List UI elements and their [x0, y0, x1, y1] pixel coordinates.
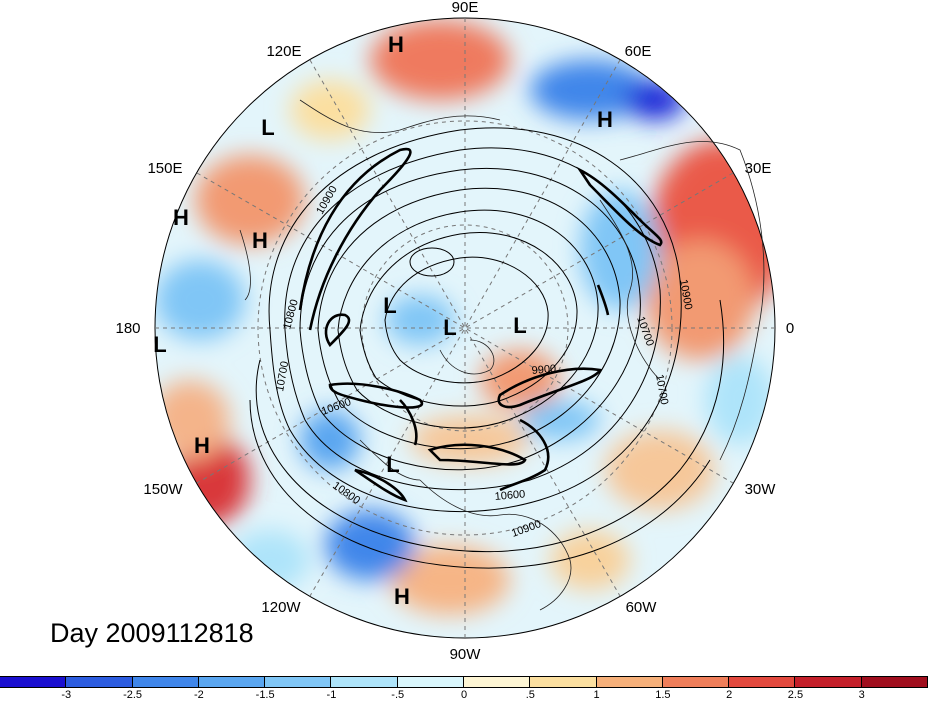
- coastlines: [239, 99, 765, 611]
- label-0: 0: [786, 320, 794, 337]
- low-marker: L: [383, 293, 396, 318]
- colorbar-tick-label: -1: [326, 689, 337, 701]
- colorbar-tick-label: -3: [61, 689, 72, 701]
- low-marker: L: [153, 332, 166, 357]
- low-marker: L: [261, 115, 274, 140]
- colorbar-tick-label: .5: [525, 689, 535, 701]
- contour-label: 10900: [677, 278, 694, 310]
- colorbar-swatch: [397, 677, 464, 687]
- day-title: Day 2009112818: [50, 618, 254, 648]
- label-30w: 30W: [745, 481, 777, 498]
- high-marker: H: [394, 584, 410, 609]
- contour-label: 10700: [274, 360, 291, 392]
- contour-label: 10700: [653, 373, 670, 405]
- label-120w: 120W: [261, 599, 301, 616]
- colorbar-swatch: [530, 677, 597, 687]
- colorbar-tick-label: 3: [858, 689, 865, 701]
- low-marker: L: [386, 452, 399, 477]
- low-marker: L: [513, 313, 526, 338]
- colorbar-swatches: [0, 676, 928, 688]
- low-marker: L: [443, 315, 456, 340]
- label-90e: 90E: [452, 0, 479, 16]
- high-marker: H: [597, 107, 613, 132]
- colorbar-swatch: [463, 677, 531, 687]
- label-90w: 90W: [450, 646, 482, 663]
- label-150w: 150W: [143, 481, 183, 498]
- colorbar-tick-label: 1.5: [655, 689, 671, 701]
- colorbar: -3 -2.5 -2 -1.5 -1 -.5 0 .5 1 1.5 2 2.5 3: [0, 676, 928, 702]
- high-marker: H: [194, 433, 210, 458]
- high-marker: H: [173, 205, 189, 230]
- contour-label: 10600: [494, 488, 526, 503]
- graticule: [155, 18, 775, 638]
- colorbar-tick-label: 2: [726, 689, 733, 701]
- height-contours: [249, 127, 725, 569]
- colorbar-swatch: [331, 677, 398, 687]
- colorbar-swatch: [795, 677, 862, 687]
- colorbar-tick-label: 0: [460, 689, 468, 701]
- colorbar-tick-label: 1: [593, 689, 600, 701]
- label-30e: 30E: [745, 160, 772, 177]
- colorbar-tick-label: -.5: [391, 689, 405, 701]
- colorbar-swatch: [198, 677, 266, 687]
- label-120e: 120E: [266, 43, 301, 60]
- high-marker: H: [252, 228, 268, 253]
- colorbar-swatch: [861, 677, 928, 687]
- colorbar-swatch: [596, 677, 663, 687]
- colorbar-swatch: [662, 677, 730, 687]
- colorbar-swatch: [132, 677, 199, 687]
- label-60w: 60W: [626, 599, 658, 616]
- colorbar-swatch: [66, 677, 133, 687]
- label-180: 180: [115, 320, 140, 337]
- colorbar-tick-label: -2: [193, 689, 204, 701]
- colorbar-swatch: [729, 677, 796, 687]
- colorbar-swatch: [0, 677, 67, 687]
- colorbar-tick-label: -2.5: [123, 689, 143, 701]
- contour-label: 9900: [531, 363, 556, 377]
- colorbar-tick-label: -1.5: [255, 689, 275, 701]
- label-60e: 60E: [625, 43, 652, 60]
- colorbar-swatch: [265, 677, 332, 687]
- longitude-labels: 90E 60E 120E 30E 150E 0 180 30W 150W 60W…: [115, 0, 794, 663]
- high-marker: H: [388, 32, 404, 57]
- label-150e: 150E: [147, 160, 182, 177]
- colorbar-tick-label: 2.5: [787, 689, 804, 701]
- pressure-markers: H H L H H L L L L H L H: [153, 32, 613, 609]
- jet-contours: [298, 147, 663, 503]
